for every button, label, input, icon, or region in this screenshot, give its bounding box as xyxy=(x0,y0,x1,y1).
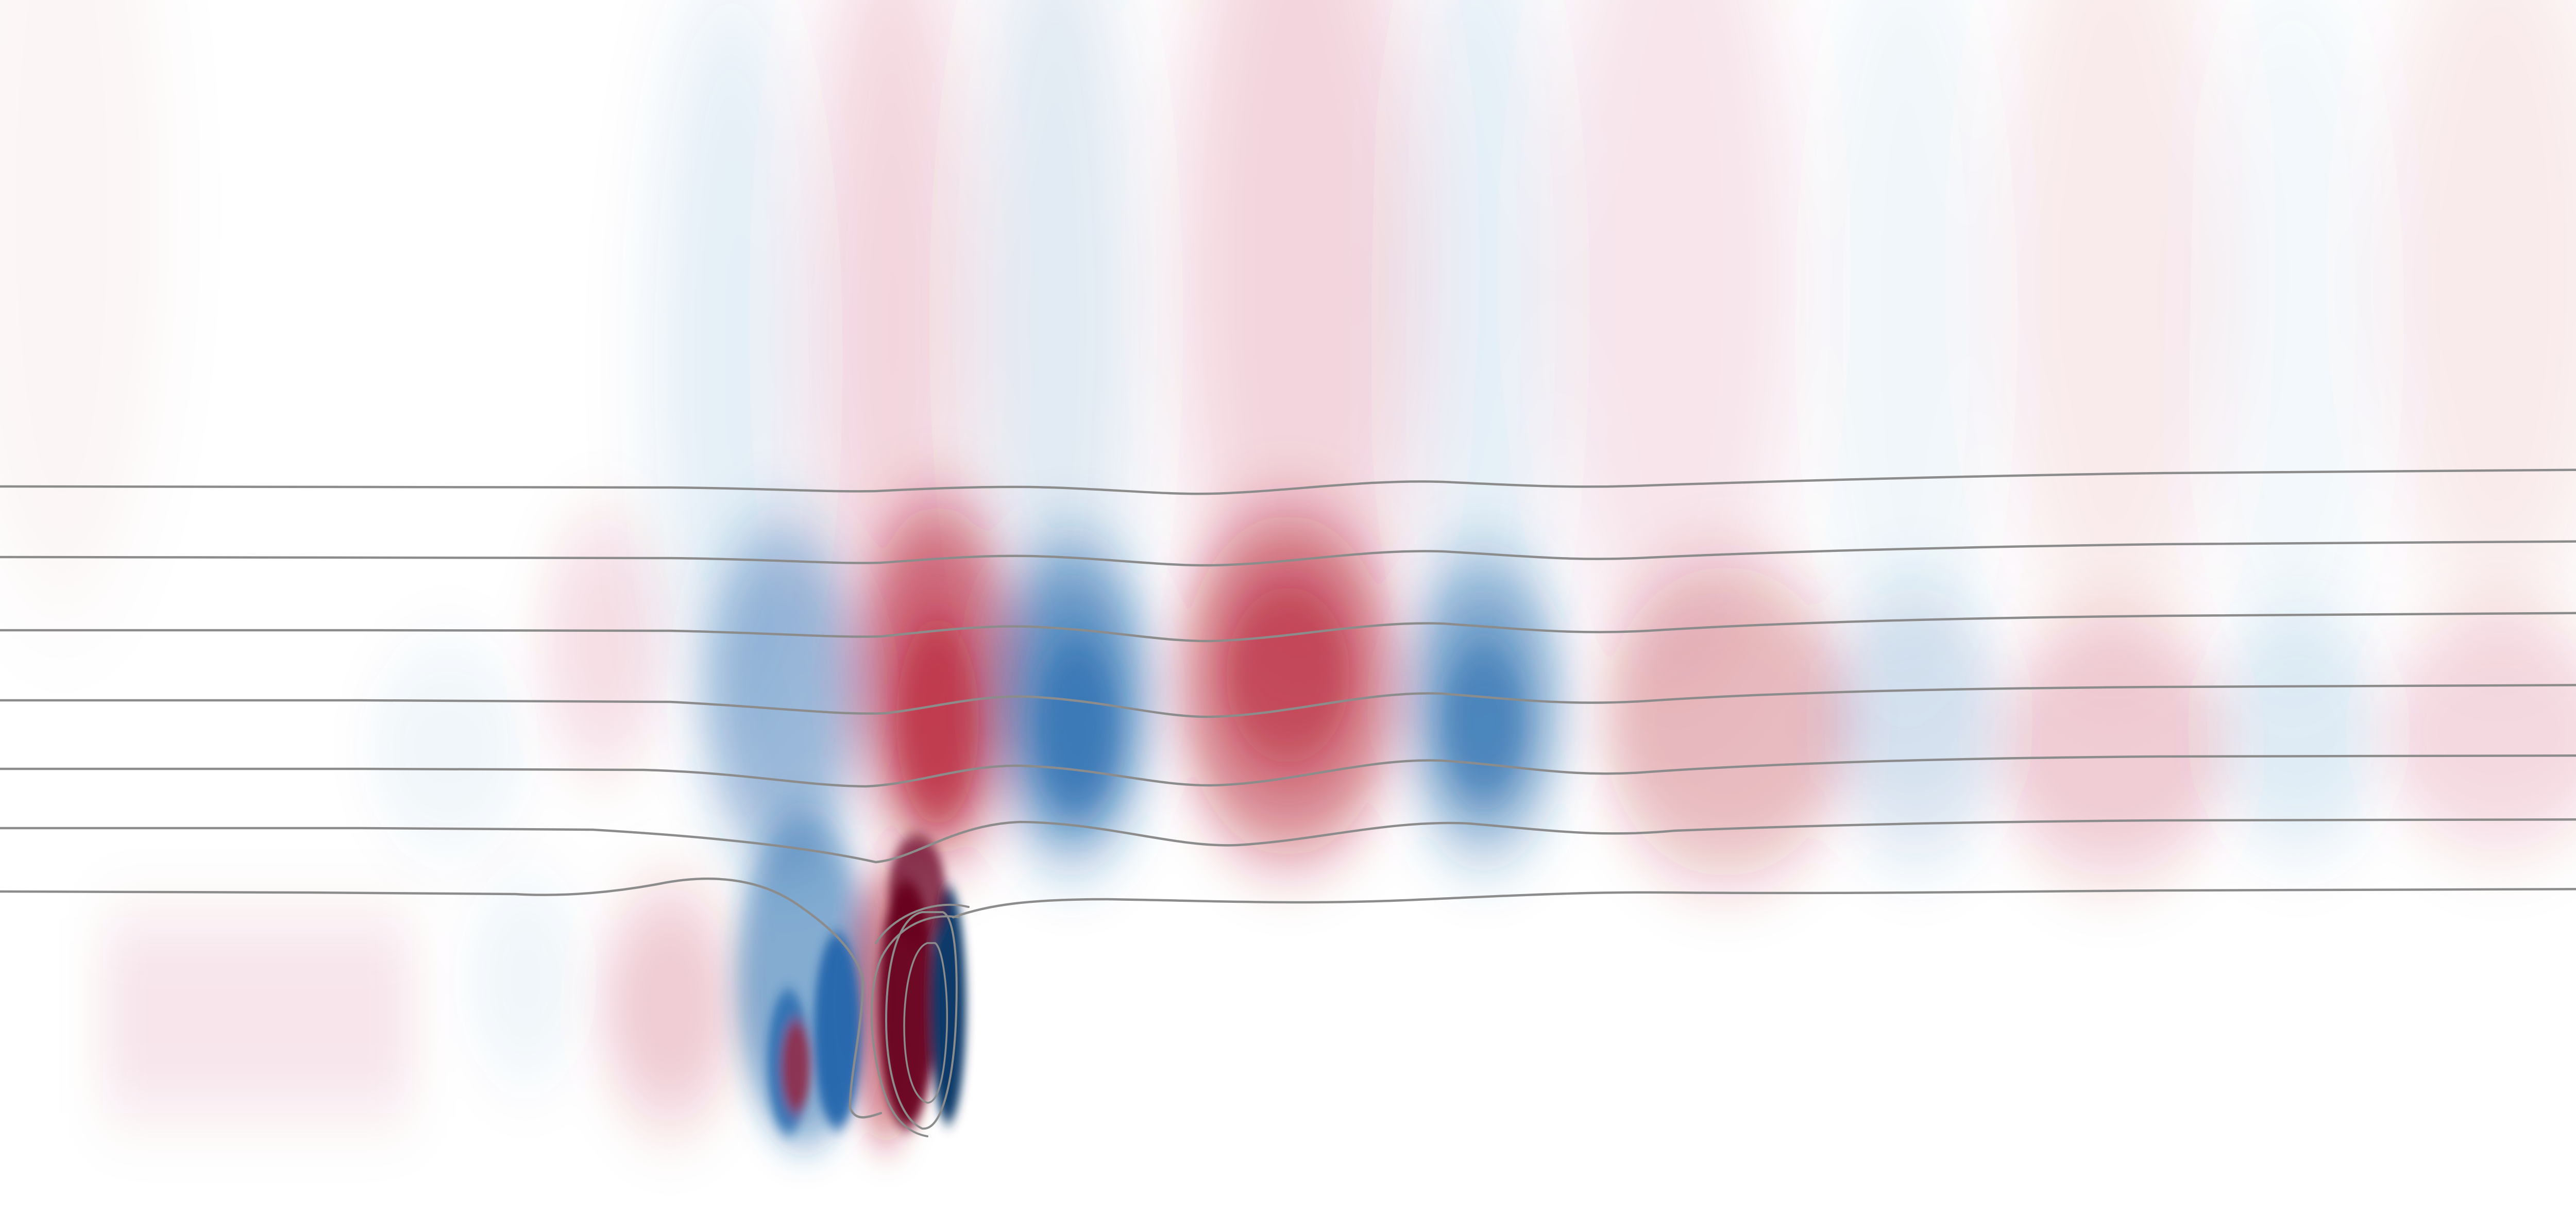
core-negative xyxy=(1443,644,1525,799)
upper-wave-field xyxy=(0,0,2576,752)
source-loop xyxy=(870,915,959,1137)
band-positive xyxy=(1180,0,1417,711)
contour-line xyxy=(0,612,2576,643)
band-negative xyxy=(1401,0,1556,721)
blob-negative xyxy=(371,644,526,850)
contour-line xyxy=(0,468,2576,495)
contour-line xyxy=(952,888,2576,919)
band-positive xyxy=(1999,0,2226,660)
source-loop xyxy=(875,903,970,944)
lower-left-field xyxy=(103,876,737,1123)
band-positive xyxy=(1556,0,1793,691)
band-negative xyxy=(2205,0,2380,680)
source-negative-right xyxy=(930,886,966,1123)
core-negative xyxy=(1036,639,1118,814)
source-cores xyxy=(768,835,966,1134)
source-positive-upper xyxy=(889,835,945,948)
core-positive xyxy=(896,618,979,825)
patch-negative xyxy=(469,876,582,1082)
contour-lines xyxy=(0,468,2576,1137)
patch-positive xyxy=(603,886,737,1123)
contour-line xyxy=(0,754,2576,788)
blob-negative xyxy=(2210,613,2385,850)
source-loop xyxy=(885,911,958,1130)
contour-line xyxy=(0,540,2576,567)
blob-positive xyxy=(1602,567,1850,876)
blob-negative xyxy=(1829,587,2004,855)
source-negative-core xyxy=(814,933,860,1129)
blob-positive xyxy=(541,515,665,773)
blob-positive xyxy=(2385,613,2576,850)
contour-line xyxy=(0,684,2576,718)
patch-positive xyxy=(103,917,412,1113)
band-negative xyxy=(1819,0,1994,711)
core-positive xyxy=(1226,587,1350,763)
contour-line xyxy=(0,878,883,1119)
source-loop xyxy=(903,942,948,1104)
source-positive-left xyxy=(782,1020,810,1113)
blob-negative xyxy=(706,526,860,866)
contour-line xyxy=(0,818,2576,864)
blob-positive xyxy=(1999,618,2226,876)
band-positive xyxy=(0,0,165,618)
